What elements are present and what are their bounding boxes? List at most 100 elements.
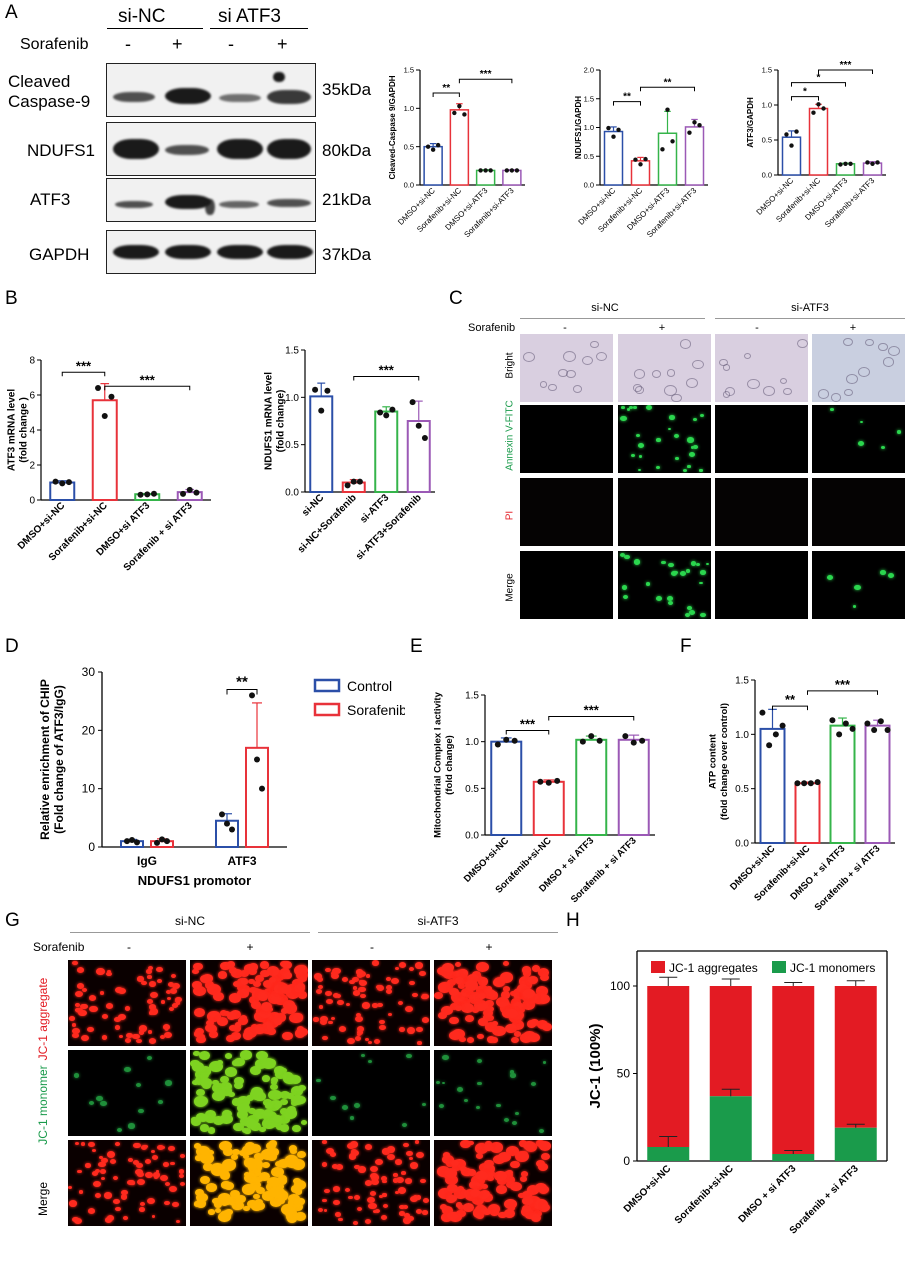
wb-strip-atf3 bbox=[106, 178, 316, 222]
data-point bbox=[807, 780, 814, 787]
data-point bbox=[164, 838, 170, 845]
data-point bbox=[639, 737, 646, 744]
y-tick-label: 0.0 bbox=[465, 831, 479, 842]
data-point bbox=[865, 160, 870, 165]
significance-label: *** bbox=[835, 677, 851, 692]
bar bbox=[684, 126, 705, 186]
y-tick-label: 0.5 bbox=[584, 152, 594, 161]
data-point bbox=[186, 486, 193, 493]
y-tick-label: 1.5 bbox=[285, 346, 299, 357]
pi-image bbox=[618, 478, 711, 546]
jc1-aggregate-image bbox=[312, 960, 430, 1046]
data-point bbox=[509, 168, 515, 173]
g-sign: + bbox=[246, 940, 254, 954]
y-axis-label-line: Relative enrichment of CHIP bbox=[38, 679, 52, 840]
g-group-label: si-NC bbox=[175, 914, 205, 928]
significance-label: *** bbox=[140, 372, 156, 387]
wb-kda: 21kDa bbox=[322, 190, 372, 209]
jc1-merge-image bbox=[68, 1140, 186, 1226]
jc1-aggregate-image bbox=[434, 960, 552, 1046]
bar bbox=[808, 107, 829, 176]
bar-segment-monomers bbox=[772, 1154, 815, 1161]
data-point bbox=[59, 480, 66, 487]
bar-segment-aggregates bbox=[834, 986, 877, 1128]
y-tick-label: 0.0 bbox=[735, 839, 749, 850]
y-tick-label: 30 bbox=[82, 665, 96, 679]
significance-label: * bbox=[817, 73, 821, 84]
y-axis-label: ATF3 mRNA level (fold change ) bbox=[7, 389, 30, 471]
data-point bbox=[377, 409, 384, 416]
c-sign: + bbox=[849, 322, 857, 334]
data-point bbox=[415, 422, 422, 429]
significance-bracket bbox=[791, 82, 846, 87]
x-tick-label: Sorafenib + si ATF3 bbox=[813, 843, 883, 913]
significance-bracket bbox=[791, 96, 819, 101]
panel-label-b: B bbox=[5, 288, 18, 309]
y-tick-label: 1.5 bbox=[465, 691, 479, 702]
data-point bbox=[884, 726, 891, 733]
y-axis-label-line: (fold change) bbox=[444, 735, 455, 795]
data-point bbox=[144, 491, 151, 498]
significance-bracket bbox=[353, 376, 420, 381]
x-tick-label: Sorafenib+si-NC bbox=[673, 1163, 736, 1226]
data-point bbox=[864, 720, 871, 727]
annexin-image bbox=[812, 405, 905, 473]
y-axis-label-line: ATF3/GAPDH bbox=[746, 97, 755, 148]
data-point bbox=[596, 737, 603, 744]
y-axis-label: Mitochondrial Complex I activity (fold ch… bbox=[433, 691, 456, 837]
data-point bbox=[219, 811, 225, 818]
data-point bbox=[848, 161, 853, 166]
significance-bracket bbox=[548, 715, 635, 721]
g-sign: - bbox=[370, 940, 374, 954]
data-point bbox=[697, 123, 702, 128]
y-tick-label: 100 bbox=[610, 979, 630, 993]
bar bbox=[603, 130, 624, 186]
jc1-monomer-image bbox=[434, 1050, 552, 1136]
y-tick-label: 0.5 bbox=[465, 784, 479, 795]
data-point bbox=[430, 147, 436, 152]
bar bbox=[617, 738, 650, 836]
significance-bracket bbox=[613, 101, 641, 106]
panel-label-c: C bbox=[449, 288, 463, 309]
panel-label-d: D bbox=[5, 636, 19, 657]
y-tick-label: 0.0 bbox=[762, 171, 772, 180]
legend-swatch bbox=[651, 961, 665, 973]
wb-sign: - bbox=[125, 34, 131, 54]
y-axis-label-line: (fold change over control) bbox=[719, 703, 730, 820]
y-axis-label: NDUFS1/GAPDH bbox=[574, 96, 583, 159]
wb-sign: + bbox=[277, 34, 288, 54]
bar-segment-aggregates bbox=[709, 986, 752, 1097]
bar bbox=[829, 724, 856, 844]
data-point bbox=[383, 412, 390, 419]
data-point bbox=[842, 720, 849, 727]
significance-bracket bbox=[640, 86, 695, 92]
x-tick-label: ATF3 bbox=[227, 854, 256, 868]
y-axis-label: Relative enrichment of CHIP (Fold change … bbox=[38, 679, 66, 840]
significance-bracket bbox=[61, 371, 106, 377]
data-point bbox=[877, 718, 884, 725]
wb-sign: - bbox=[228, 34, 234, 54]
significance-label: *** bbox=[480, 69, 492, 80]
y-axis-label-line: NDUFS1/GAPDH bbox=[574, 96, 583, 159]
bar bbox=[423, 145, 443, 186]
data-point bbox=[421, 435, 428, 442]
significance-label: *** bbox=[520, 716, 536, 731]
merge-image bbox=[715, 551, 808, 619]
legend-label: JC-1 monomers bbox=[790, 961, 875, 975]
c-row-label: Merge bbox=[504, 573, 516, 602]
data-point bbox=[504, 168, 510, 173]
bar bbox=[864, 724, 891, 844]
data-point bbox=[129, 837, 135, 843]
jc1-monomer-image bbox=[68, 1050, 186, 1136]
data-point bbox=[514, 168, 520, 173]
significance-label: ** bbox=[785, 692, 796, 707]
bar-segment-monomers bbox=[834, 1127, 877, 1161]
wb-kda: 80kDa bbox=[322, 141, 372, 160]
jc1-aggregate-image bbox=[190, 960, 308, 1046]
data-point bbox=[843, 161, 848, 166]
data-point bbox=[150, 490, 157, 497]
data-point bbox=[829, 717, 836, 724]
brightfield-image bbox=[520, 334, 613, 402]
data-point bbox=[356, 478, 363, 485]
g-sign: - bbox=[127, 940, 131, 954]
